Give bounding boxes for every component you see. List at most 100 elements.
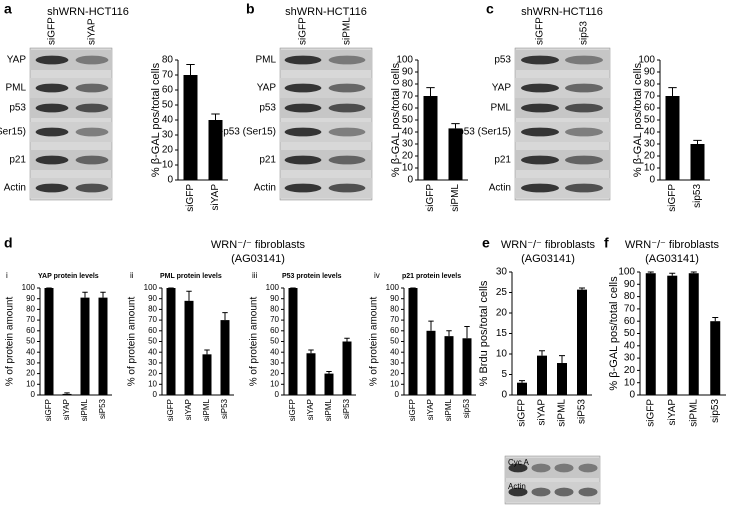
- y-tick-label: 70: [270, 315, 279, 324]
- bar: [517, 382, 527, 395]
- blot-row-label: Actin: [254, 183, 276, 194]
- y-tick-label: 90: [624, 279, 636, 290]
- y-tick-label: 0: [31, 390, 36, 399]
- blot-row-label: YAP: [257, 83, 277, 94]
- blot-row-label: YAP: [7, 55, 27, 66]
- panel-title: WRN⁻/⁻ fibroblasts: [625, 239, 720, 251]
- panel-letter: d: [4, 235, 13, 251]
- y-tick-label: 30: [162, 130, 174, 141]
- blot-row: [30, 78, 112, 98]
- y-tick-label: 80: [390, 305, 399, 314]
- y-tick-label: 60: [148, 326, 157, 335]
- y-tick-label: 50: [26, 337, 35, 346]
- y-tick-label: 50: [148, 337, 157, 346]
- blot-band: [284, 55, 322, 65]
- panel-subtitle: (AG03141): [521, 253, 575, 265]
- bar: [44, 288, 54, 395]
- y-tick-label: 70: [402, 91, 414, 102]
- y-tick-label: 30: [148, 358, 157, 367]
- x-tick-label: siYAP: [62, 399, 71, 420]
- subpanel-label: ii: [130, 271, 134, 280]
- blot-row: [280, 122, 372, 142]
- blot-row-label: Actin: [508, 482, 526, 491]
- error-bar: [539, 350, 545, 356]
- y-axis-label: % of protein amount: [249, 297, 260, 387]
- x-tick-label: siPML: [688, 399, 699, 427]
- y-tick-label: 50: [162, 100, 174, 111]
- y-tick-label: 40: [26, 347, 35, 356]
- x-tick-label: siPML: [80, 398, 89, 421]
- error-bar: [100, 291, 106, 298]
- bar: [166, 288, 176, 395]
- y-tick-label: 100: [266, 283, 280, 292]
- blot-row: [280, 98, 372, 118]
- y-tick-label: 60: [402, 103, 414, 114]
- bar: [184, 300, 194, 395]
- subpanel-label: iii: [252, 271, 258, 280]
- blot-band: [521, 183, 559, 193]
- y-tick-label: 40: [162, 115, 174, 126]
- blot-row-label: Actin: [489, 183, 511, 194]
- error-bar: [464, 326, 470, 339]
- x-tick-label: siYAP: [426, 399, 435, 420]
- y-axis-label: % of protein amount: [127, 297, 138, 387]
- blot-row: [30, 178, 112, 198]
- y-tick-label: 0: [167, 175, 173, 186]
- blot-band: [35, 103, 69, 113]
- error-bar: [712, 317, 719, 322]
- x-tick-label: siPML: [444, 398, 453, 421]
- blot-band: [284, 183, 322, 193]
- error-bar: [186, 64, 195, 75]
- y-tick-label: 80: [644, 79, 656, 90]
- y-tick-label: 70: [624, 304, 636, 315]
- blot-row-label: PML: [490, 103, 511, 114]
- blot-row-label: p21: [494, 155, 511, 166]
- blot-band: [508, 487, 528, 497]
- y-tick-label: 80: [624, 291, 636, 302]
- y-tick-label: 80: [270, 305, 279, 314]
- bar: [220, 320, 230, 395]
- y-tick-label: 5: [501, 369, 507, 380]
- x-tick-label: siGFP: [408, 399, 417, 421]
- blot-band: [328, 155, 366, 165]
- y-tick-label: 50: [402, 115, 414, 126]
- y-tick-label: 10: [390, 379, 399, 388]
- y-tick-label: 80: [148, 305, 157, 314]
- y-tick-label: 0: [629, 390, 635, 401]
- y-tick-label: 20: [496, 308, 508, 319]
- blot-band: [578, 487, 598, 497]
- bar: [444, 336, 454, 395]
- bar: [183, 75, 198, 180]
- y-tick-label: 30: [624, 353, 636, 364]
- x-tick-label: siGFP: [44, 399, 53, 421]
- y-tick-label: 80: [162, 55, 174, 66]
- chart-title: YAP protein levels: [38, 273, 99, 280]
- error-bar: [451, 123, 460, 129]
- y-tick-label: 90: [644, 67, 656, 78]
- panel-title: WRN⁻/⁻ fibroblasts: [501, 239, 596, 251]
- y-axis-label: % β-GAL pos/total cells: [390, 62, 402, 177]
- y-tick-label: 25: [496, 287, 508, 298]
- y-tick-label: 60: [162, 85, 174, 96]
- blot-band: [565, 183, 603, 193]
- y-tick-label: 10: [402, 163, 414, 174]
- bar: [426, 330, 436, 395]
- blot-row: [515, 50, 610, 70]
- chart-title: P53 protein levels: [282, 273, 342, 280]
- y-tick-label: 0: [649, 175, 655, 186]
- error-bar: [344, 337, 350, 342]
- lane-label: siPML: [342, 17, 353, 45]
- y-tick-label: 20: [148, 369, 157, 378]
- blot-band: [328, 83, 366, 93]
- blot-band: [565, 103, 603, 113]
- bar: [645, 273, 656, 395]
- blot-band: [565, 155, 603, 165]
- blot-band: [554, 487, 574, 497]
- bar: [423, 96, 438, 180]
- blot-band: [521, 155, 559, 165]
- blot-row-label: Cyc A: [508, 458, 530, 467]
- bar: [98, 297, 108, 395]
- blot-band: [328, 127, 366, 137]
- blot-row-label: Actin: [4, 183, 26, 194]
- x-tick-label: siP53: [98, 398, 107, 419]
